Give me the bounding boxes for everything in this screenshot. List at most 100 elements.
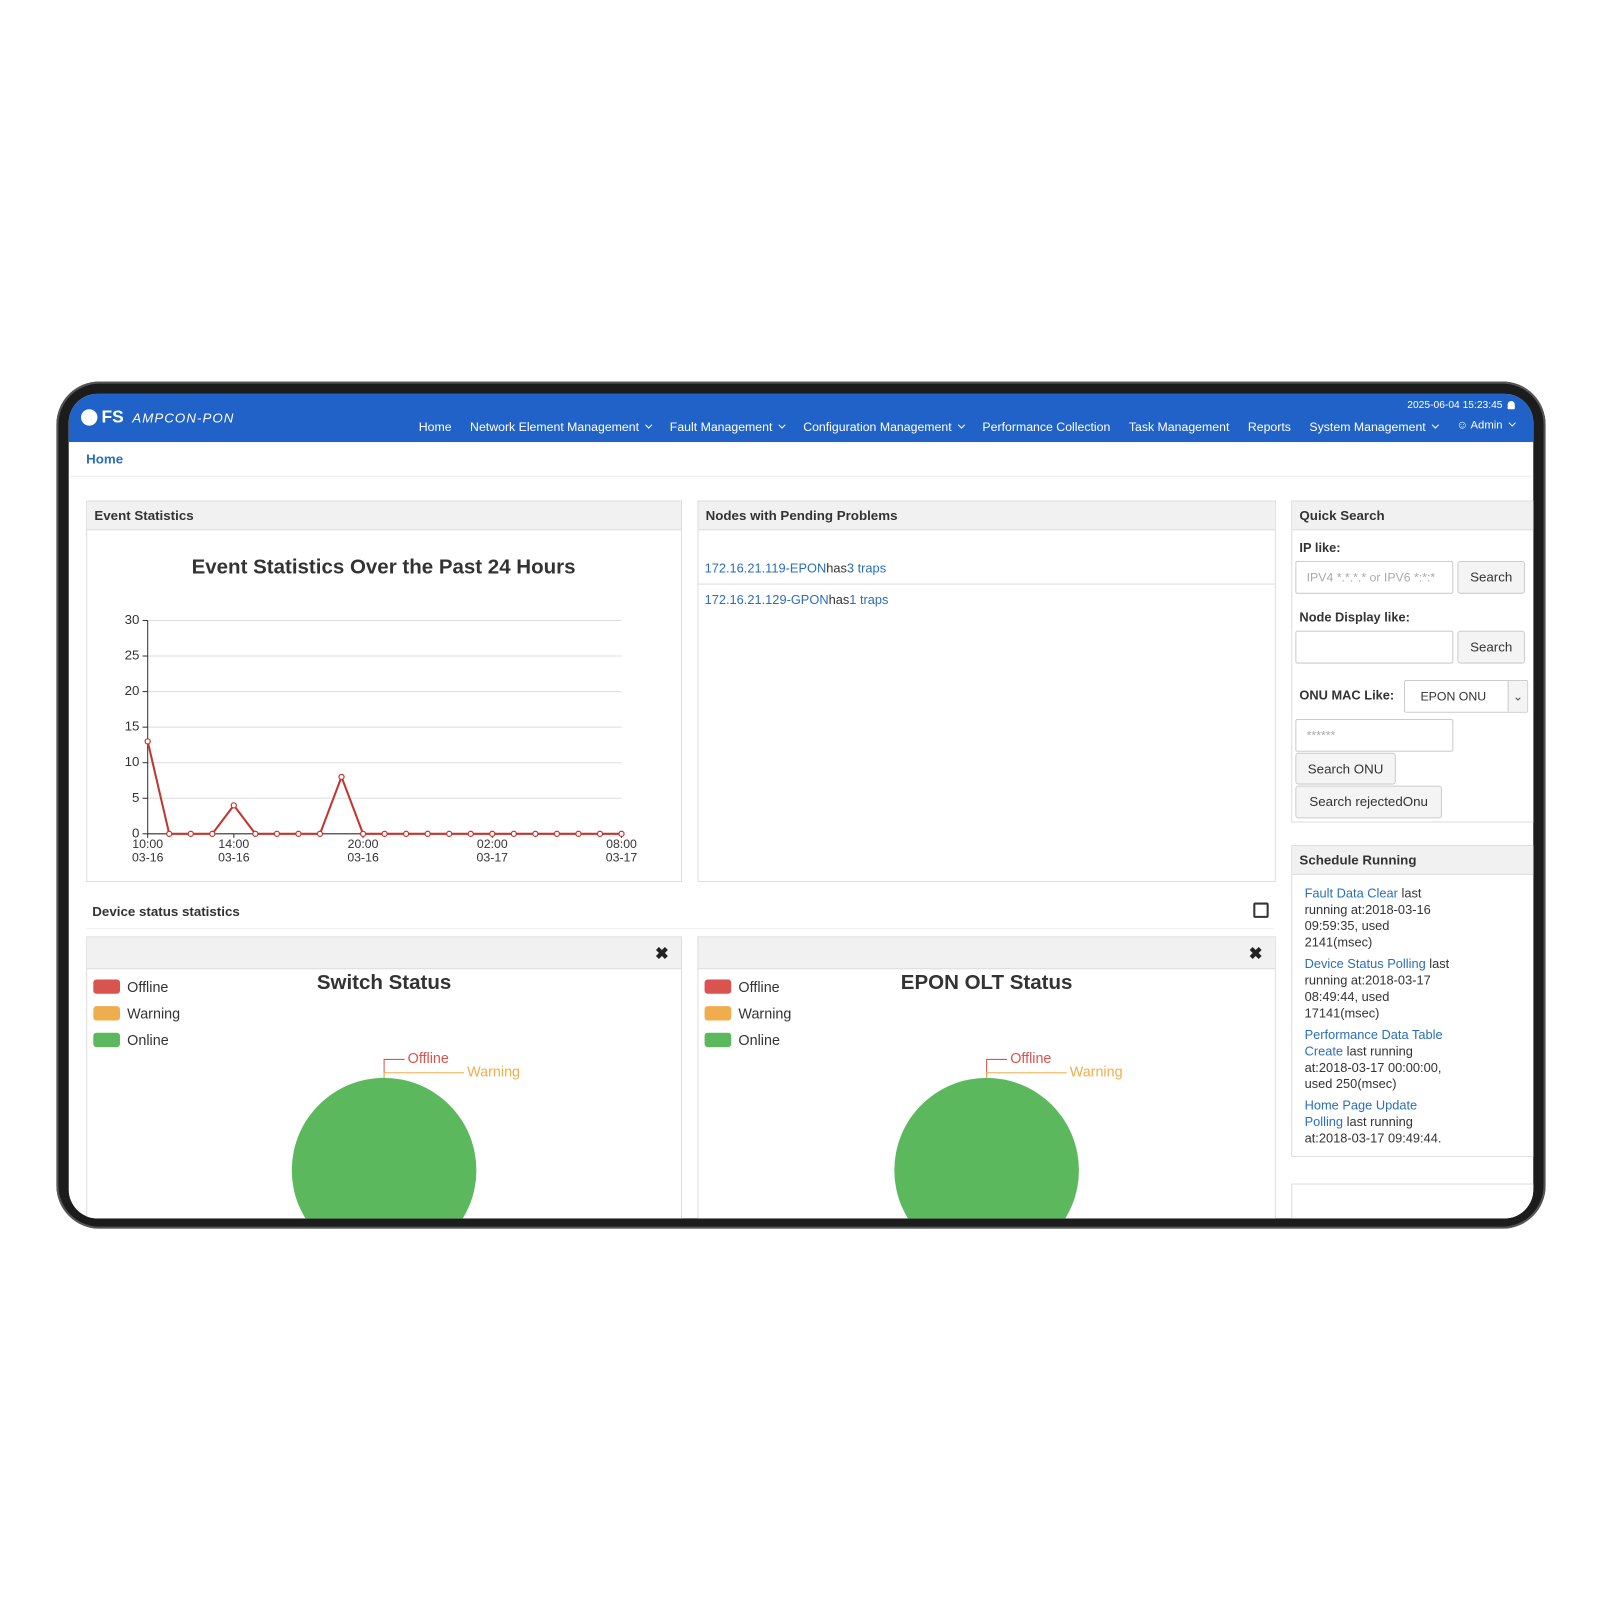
legend-label: Online	[738, 1031, 780, 1049]
edit-icon[interactable]	[1253, 902, 1269, 918]
schedule-item: Home Page Update Polling last running at…	[1305, 1097, 1459, 1146]
nav-label: Configuration Management	[803, 419, 952, 434]
empty-panel	[1291, 1183, 1534, 1219]
point	[230, 802, 238, 809]
nav-item[interactable]: Task Management	[1129, 419, 1230, 433]
panel-title: Nodes with Pending Problems	[698, 501, 1275, 531]
leader-line	[986, 1058, 1008, 1078]
task-status: last running at:2018-03-17 00:00:00, use…	[1304, 1044, 1442, 1092]
leader-line	[986, 1072, 1067, 1078]
text: has	[826, 561, 847, 576]
placeholder: ******	[1306, 728, 1336, 743]
nav-label: Fault Management	[669, 419, 773, 434]
slice-label: Offline	[408, 1051, 449, 1067]
nav: Home Network Element Management Fault Ma…	[419, 419, 1516, 434]
point	[316, 830, 324, 837]
search-button[interactable]: Search	[1457, 561, 1526, 594]
point	[295, 830, 302, 837]
nav-label: Reports	[1247, 419, 1291, 434]
search-onu-button[interactable]: Search ONU	[1295, 752, 1396, 785]
legend-item: Warning	[704, 1000, 792, 1027]
divider	[68, 475, 1534, 477]
y-tick-label: 0	[132, 825, 139, 840]
point	[209, 830, 216, 837]
legend-label: Offline	[738, 978, 780, 995]
node-link[interactable]: 172.16.21.129-GPON	[704, 592, 829, 608]
bell-icon[interactable]	[1507, 401, 1515, 410]
trap-link[interactable]: 3 traps	[846, 561, 887, 576]
event-panel: Event Statistics Over the Past 24 Hours …	[86, 500, 683, 883]
task-link[interactable]: Fault Data Clear	[1304, 886, 1398, 901]
task-link[interactable]: Performance Data Table Create	[1304, 1027, 1443, 1059]
nav-item[interactable]: Configuration Management	[803, 419, 966, 434]
close-button[interactable]: ✖	[1248, 945, 1263, 964]
legend-swatch	[704, 1032, 732, 1048]
chart-title: Event Statistics Over the Past 24 Hours	[192, 556, 576, 579]
text: has	[828, 592, 850, 608]
nav-item[interactable]: Fault Management	[669, 419, 786, 434]
breadcrumb[interactable]: Home	[86, 451, 124, 467]
legend-label: Warning	[738, 1005, 792, 1022]
label: ONU MAC Like:	[1299, 688, 1395, 703]
logo-text: FS	[101, 407, 124, 427]
ip-input[interactable]: IPV4 *.*.*.* or IPV6 *:*:*	[1295, 561, 1454, 594]
divider	[86, 928, 1274, 930]
task-link[interactable]: Device Status Polling	[1304, 956, 1426, 972]
node-link[interactable]: 172.16.21.119-EPON	[704, 561, 827, 576]
search-button[interactable]: Search	[1457, 630, 1526, 664]
section-title: Device status statistics	[92, 903, 240, 919]
panel-head	[698, 937, 1275, 970]
user-menu[interactable]: ☺ Admin	[1456, 419, 1516, 433]
datetime: 2025-06-04 15:23:45	[1407, 399, 1503, 412]
panel-title: Quick Search	[1292, 501, 1534, 531]
product-name: AMPCON-PON	[132, 410, 235, 426]
mac-input[interactable]: ******	[1295, 718, 1454, 752]
point	[273, 830, 281, 837]
y-tick-label: 30	[125, 612, 140, 627]
nav-item[interactable]: Home	[419, 419, 452, 433]
search-rejected-button[interactable]: Search rejectedOnu	[1295, 785, 1442, 819]
logo: FS	[81, 407, 124, 428]
point	[359, 830, 367, 837]
legend-label: Warning	[127, 1005, 181, 1022]
legend-swatch	[93, 1006, 120, 1021]
trap-link[interactable]: 1 traps	[849, 592, 889, 608]
nav-item[interactable]: Network Element Management	[470, 419, 653, 434]
task-link[interactable]: Home Page Update Polling	[1304, 1098, 1418, 1130]
nav-label: Performance Collection	[982, 419, 1111, 434]
point	[553, 830, 561, 837]
point	[424, 830, 431, 837]
point	[489, 830, 496, 837]
leader-line	[383, 1058, 405, 1078]
nav-item[interactable]: Performance Collection	[982, 419, 1110, 433]
selected: EPON ONU	[1420, 689, 1487, 704]
schedule-item: Fault Data Clear last running at:2018-03…	[1305, 885, 1459, 951]
quick-search-panel: Quick Search IP like: IPV4 *.*.*.* or IP…	[1291, 500, 1534, 823]
line-series	[146, 741, 622, 835]
nav-item[interactable]: Reports	[1248, 419, 1291, 433]
x-tick-label: 08:00 03-17	[605, 836, 638, 865]
point	[575, 830, 582, 837]
point	[510, 830, 518, 837]
y-tick-label: 5	[132, 790, 139, 805]
point	[144, 738, 151, 745]
node-input[interactable]	[1295, 630, 1454, 664]
chart-title: Switch Status	[317, 971, 451, 994]
point	[618, 830, 625, 837]
pie-slice	[894, 1077, 1079, 1219]
user-name: Admin	[1470, 419, 1503, 432]
pending-panel: Nodes with Pending Problems 172.16.21.11…	[697, 500, 1276, 883]
point	[467, 830, 474, 837]
nav-label: System Management	[1309, 419, 1426, 434]
panel-head	[87, 937, 681, 970]
nav-item[interactable]: System Management	[1309, 419, 1440, 434]
point	[596, 830, 604, 837]
close-button[interactable]: ✖	[654, 945, 669, 964]
legend-item: Warning	[93, 1000, 180, 1027]
onu-type-select[interactable]: EPON ONU ⌄	[1404, 679, 1529, 713]
pending-item: 172.16.21.119-EPONhas3 traps	[705, 561, 887, 575]
point	[446, 830, 453, 837]
